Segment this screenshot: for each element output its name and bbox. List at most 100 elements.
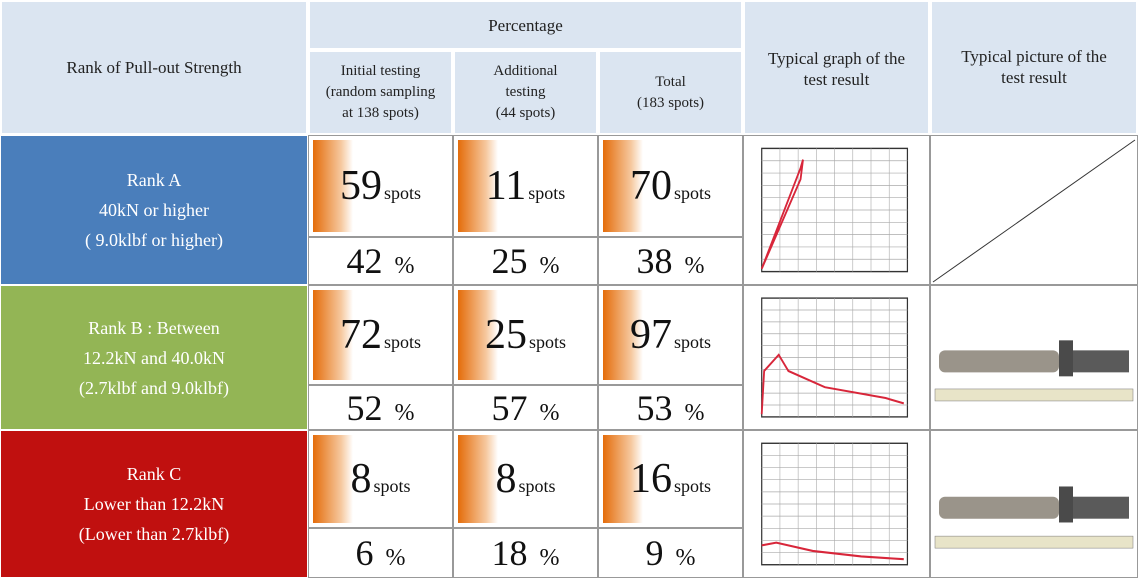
percent-value: 53 [637, 387, 673, 429]
percent-value: 18 [492, 532, 528, 574]
typical-picture [931, 431, 1137, 577]
percent: 57% [492, 387, 560, 429]
percent-value: 25 [492, 240, 528, 282]
percent-cell: 38% [598, 237, 743, 285]
header-line: testing [506, 82, 546, 103]
count-value: 8 [350, 455, 371, 503]
percent-unit: % [540, 545, 560, 572]
count-unit: spots [518, 476, 555, 497]
rank-line: Rank A [127, 165, 182, 195]
header-line: test result [1001, 67, 1067, 88]
picture-cell [930, 285, 1138, 430]
graph-cell [743, 285, 930, 430]
percent-value: 52 [347, 387, 383, 429]
count-value: 8 [495, 455, 516, 503]
percent-value: 42 [347, 240, 383, 282]
percent-value: 6 [356, 532, 374, 574]
percent: 6% [356, 532, 406, 574]
count-unit: spots [674, 183, 711, 204]
percent: 52% [347, 387, 415, 429]
count-unit: spots [674, 332, 711, 353]
count-value: 59 [340, 162, 382, 210]
percent-unit: % [395, 253, 415, 280]
percent-cell: 6% [308, 528, 453, 578]
graph-header: Typical graph of thetest result [743, 0, 930, 135]
rank-line: 40kN or higher [99, 195, 209, 225]
percent: 38% [637, 240, 705, 282]
percent-cell: 57% [453, 385, 598, 430]
rank-line: Lower than 12.2kN [84, 489, 224, 519]
count-value: 97 [630, 311, 672, 359]
typical-graph [752, 435, 922, 573]
rank-line: (2.7klbf and 9.0klbf) [79, 373, 229, 403]
typical-picture [931, 136, 1137, 284]
header-line: Typical picture of the [961, 46, 1107, 67]
typical-graph [752, 290, 922, 425]
count-value: 11 [486, 162, 526, 210]
count-unit: spots [674, 476, 711, 497]
orange-bar [313, 435, 353, 523]
header-line: (random sampling [326, 82, 436, 103]
count-unit: spots [373, 476, 410, 497]
rank-line: (Lower than 2.7klbf) [79, 519, 229, 549]
rank-line: 12.2kN and 40.0kN [83, 343, 225, 373]
percent-value: 9 [646, 532, 664, 574]
picture-cell [930, 430, 1138, 578]
header-text: Rank of Pull-out Strength [66, 57, 241, 78]
count-unit: spots [528, 183, 565, 204]
count-value: 70 [630, 162, 672, 210]
rank-line: Rank C [127, 459, 182, 489]
percent: 53% [637, 387, 705, 429]
count-cell: 72spots [308, 285, 453, 385]
header-line: Total [655, 72, 686, 93]
header-line: test result [804, 69, 870, 90]
percent-unit: % [676, 545, 696, 572]
graph-cell [743, 430, 930, 578]
percent: 42% [347, 240, 415, 282]
percentage-header: Percentage [308, 0, 743, 50]
header-text: Percentage [488, 15, 563, 36]
percent-cell: 53% [598, 385, 743, 430]
graph-cell [743, 135, 930, 285]
count-unit: spots [529, 332, 566, 353]
count-value: 72 [340, 311, 382, 359]
percent-cell: 9% [598, 528, 743, 578]
header-line: at 138 spots) [342, 103, 419, 124]
percent-unit: % [685, 400, 705, 427]
count-unit: spots [384, 183, 421, 204]
percent: 25% [492, 240, 560, 282]
percent-value: 38 [637, 240, 673, 282]
orange-bar [458, 435, 498, 523]
picture-cell [930, 135, 1138, 285]
typical-graph [752, 140, 922, 280]
percent-unit: % [540, 253, 560, 280]
percent: 18% [492, 532, 560, 574]
header-line: Typical graph of the [768, 48, 905, 69]
percent-cell: 18% [453, 528, 598, 578]
percent-unit: % [386, 545, 406, 572]
percent-value: 57 [492, 387, 528, 429]
percent: 9% [646, 532, 696, 574]
percent-unit: % [685, 253, 705, 280]
